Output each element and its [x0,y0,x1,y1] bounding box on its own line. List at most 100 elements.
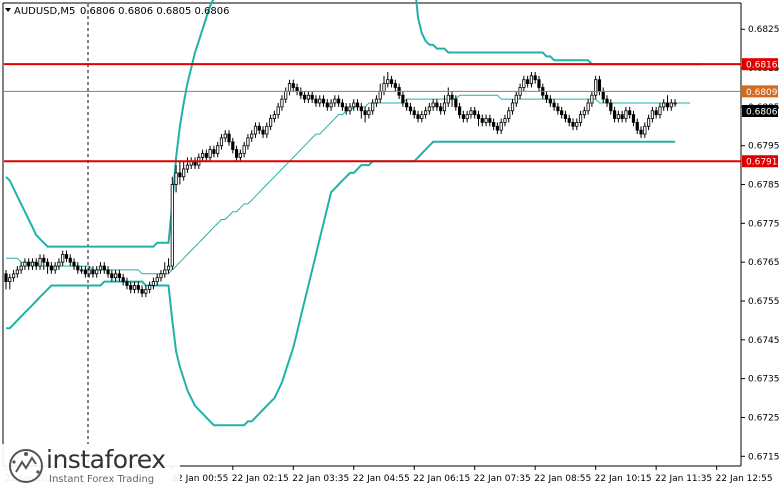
candle [389,75,394,88]
candle-body [401,94,405,104]
candle [53,262,57,274]
candle [140,285,144,298]
candle [34,258,38,270]
candle-body [616,114,620,119]
candle [628,106,632,119]
candle [337,95,341,107]
x-tick-label: 22 Jan 00:55 [171,474,228,484]
candle-body [303,94,307,100]
candle-body [571,122,575,127]
candle-body [174,172,178,185]
candle-body [533,75,537,81]
candle [314,95,318,107]
candle [4,269,8,290]
candle [654,106,658,119]
level-label: 0.6791 [746,158,778,168]
dropdown-arrow-icon[interactable] [5,8,11,12]
instaforex-logo-icon [9,449,43,483]
candle-body [492,122,496,127]
candle [238,149,242,162]
candle-body [72,261,76,267]
candle-body [435,102,439,108]
candle-body [669,102,673,108]
candle-body [465,114,469,119]
y-tick-label: 0.6765 [748,258,780,268]
candle [121,273,125,286]
candle [548,95,552,107]
candle-body [582,110,586,116]
candle [386,71,390,88]
candle-body [408,106,413,112]
candle-body [488,118,492,123]
candle-body [238,153,242,158]
candle [503,114,507,127]
candle [594,75,598,100]
candle [605,95,609,107]
candle [476,110,481,127]
candle [144,285,148,298]
candle [344,103,348,115]
x-tick-label: 22 Jan 08:55 [534,474,591,484]
candle [253,122,258,138]
candle [635,118,639,135]
candle-body [166,265,171,271]
candle-body [208,149,212,158]
candle-body [53,265,57,271]
candle [333,95,337,107]
candle [57,258,61,270]
candle-body [117,273,121,279]
candle [242,141,246,158]
candle-body [476,114,481,119]
candle-body [635,122,639,131]
x-tick-label: 22 Jan 07:35 [474,474,531,484]
candle [129,281,133,294]
chart-symbol: AUDUSD,M5 [14,6,75,17]
candle [507,106,511,123]
candle [374,95,379,107]
x-tick-label: 22 Jan 12:55 [716,474,773,484]
candle-body [284,90,288,100]
candle [166,258,171,274]
candle-body [57,261,61,267]
y-tick-label: 0.6725 [748,413,780,423]
candle [325,99,329,111]
candle-body [658,106,662,116]
candle-body [68,257,72,263]
candle-body [83,269,87,275]
x-tick-label: 22 Jan 02:15 [232,474,289,484]
candle-body [386,79,390,84]
candle [15,266,19,278]
candle [423,106,428,119]
candle-body [503,118,507,123]
candle-body [125,281,129,286]
candle-body [423,110,428,116]
candle-body [219,137,224,147]
candle [216,141,220,158]
candle-body [480,118,484,123]
candle [178,161,182,185]
candle-body [163,269,167,275]
candle [49,262,53,274]
candle [537,75,541,92]
candle [552,99,556,111]
candle-body [15,269,19,275]
candle-body [4,273,8,282]
candle [91,266,95,278]
candle-body [8,277,12,282]
candle-body [473,110,477,116]
x-tick-label: 22 Jan 10:15 [595,474,652,484]
candle [170,176,174,270]
current-price-bg [742,105,778,117]
candle-body [371,102,375,112]
candle-body [114,273,118,279]
candle [185,157,190,173]
candle-body [461,114,465,119]
candle [529,71,534,88]
logo-brand: instaforex [46,445,166,474]
candle-body [575,122,579,127]
candle [72,258,76,270]
candle [526,75,530,88]
candle-body [136,285,140,290]
candle-body [405,102,409,108]
candle-body [446,94,450,104]
